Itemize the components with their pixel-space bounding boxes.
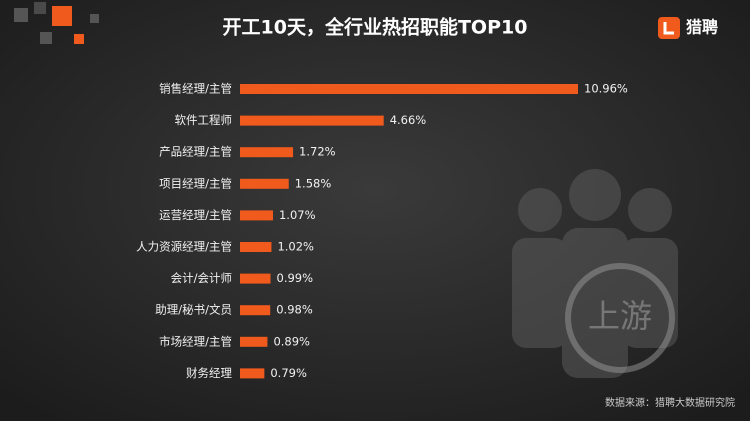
category-label: 助理/秘书/文员 bbox=[155, 303, 232, 317]
value-label: 0.79% bbox=[270, 366, 307, 380]
category-label: 运营经理/主管 bbox=[159, 208, 232, 222]
bar bbox=[240, 273, 271, 284]
value-label: 4.66% bbox=[390, 113, 427, 127]
category-label: 会计/会计师 bbox=[171, 271, 232, 285]
category-label: 项目经理/主管 bbox=[159, 176, 232, 190]
category-label: 市场经理/主管 bbox=[159, 334, 232, 348]
category-label: 财务经理 bbox=[186, 366, 232, 380]
watermark-ring bbox=[565, 263, 675, 373]
brand-name: 猎聘 bbox=[686, 18, 718, 37]
value-label: 0.89% bbox=[273, 334, 310, 348]
category-label: 销售经理/主管 bbox=[159, 82, 232, 96]
source-note: 数据来源：猎聘大数据研究院 bbox=[605, 396, 735, 409]
bar bbox=[240, 336, 268, 347]
bar bbox=[240, 115, 384, 126]
brand-logo bbox=[658, 17, 680, 39]
bar bbox=[240, 305, 271, 316]
chart-title: 开工10天，全行业热招职能TOP10 bbox=[223, 16, 528, 39]
bar bbox=[240, 242, 272, 252]
bar bbox=[240, 210, 273, 221]
category-label: 产品经理/主管 bbox=[159, 145, 232, 159]
bar bbox=[240, 84, 578, 94]
value-label: 10.96% bbox=[584, 82, 628, 96]
value-label: 1.07% bbox=[279, 208, 316, 222]
decor-cubes bbox=[14, 2, 99, 44]
bar bbox=[240, 178, 289, 189]
value-label: 0.98% bbox=[276, 303, 313, 317]
value-label: 1.72% bbox=[299, 145, 336, 159]
bar bbox=[240, 147, 294, 158]
value-label: 1.02% bbox=[277, 240, 314, 254]
value-label: 0.99% bbox=[277, 271, 314, 285]
bar bbox=[240, 368, 265, 379]
watermark: 上游 bbox=[588, 297, 652, 335]
category-label: 人力资源经理/主管 bbox=[136, 240, 232, 254]
value-label: 1.58% bbox=[295, 176, 332, 190]
category-label: 软件工程师 bbox=[175, 113, 233, 127]
